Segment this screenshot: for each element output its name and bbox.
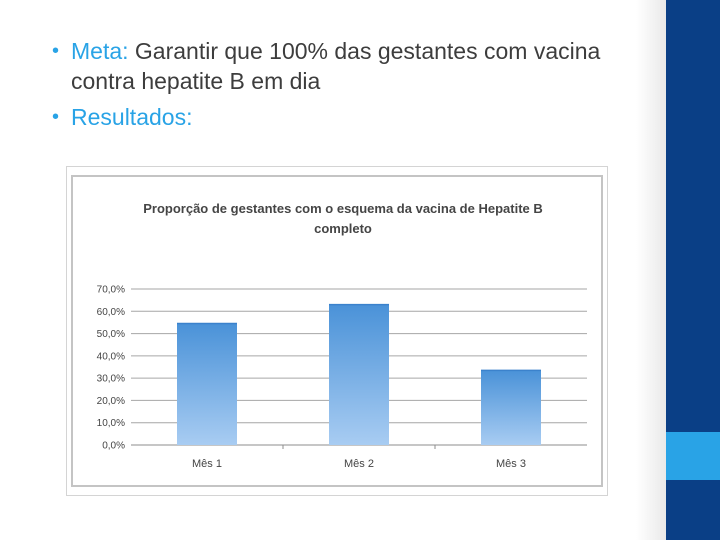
y-tick-label: 70,0% — [97, 285, 125, 296]
bar — [329, 304, 389, 445]
bullet-dot-icon: • — [52, 40, 60, 62]
bar-chart: 0,0% 10,0% 20,0% 30,0% 40,0% 50,0% 60,0% 70,0% M… — [97, 285, 587, 470]
x-tick-label: Mês 3 — [496, 458, 526, 470]
decorative-band-light — [636, 0, 666, 540]
decorative-band-accent — [666, 432, 720, 480]
bullet-item-resultados: • Resultados: — [52, 102, 632, 132]
chart-title: Proporção de gestantes com o esquema da … — [143, 201, 543, 236]
chart-image-frame: Proporção de gestantes com o esquema da … — [66, 166, 608, 496]
bar — [177, 323, 237, 445]
bullet-dot-icon: • — [52, 106, 60, 128]
bar — [481, 370, 541, 445]
y-tick-label: 60,0% — [97, 307, 125, 318]
y-tick-label: 30,0% — [97, 374, 125, 385]
y-tick-label: 10,0% — [97, 418, 125, 429]
bullet-keyword: Resultados: — [71, 104, 193, 130]
bullet-item-meta: • Meta: Garantir que 100% das gestantes … — [52, 36, 632, 96]
bullet-text: Garantir que 100% das gestantes com vaci… — [71, 38, 601, 94]
y-tick-label: 50,0% — [97, 329, 125, 340]
y-tick-label: 20,0% — [97, 396, 125, 407]
x-tick-label: Mês 1 — [192, 458, 222, 470]
chart-area: Proporção de gestantes com o esquema da … — [71, 175, 603, 487]
bullet-keyword: Meta: — [71, 38, 129, 64]
y-tick-label: 0,0% — [102, 441, 125, 452]
x-tick-label: Mês 2 — [344, 458, 374, 470]
bullet-list: • Meta: Garantir que 100% das gestantes … — [52, 36, 632, 138]
y-tick-label: 40,0% — [97, 351, 125, 362]
